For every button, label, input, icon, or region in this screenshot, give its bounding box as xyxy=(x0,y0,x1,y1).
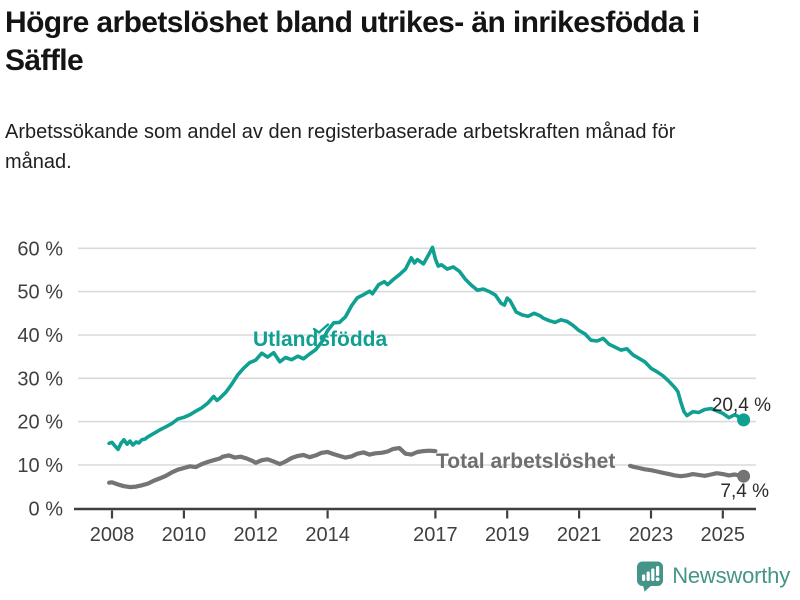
y-axis-label-40: 40 % xyxy=(17,325,63,347)
x-axis-labels: 2008 2010 2012 2014 2017 2019 2021 2023 2025 xyxy=(90,524,745,546)
newsworthy-logo: Newsworthy xyxy=(635,560,790,592)
exclamation-glyph xyxy=(656,566,660,576)
x-axis-label-2008: 2008 xyxy=(90,524,135,546)
chart-subtitle: Arbetssökande som andel av den registerb… xyxy=(5,121,676,173)
x-axis-label-2019: 2019 xyxy=(485,524,530,546)
x-axis-label-2017: 2017 xyxy=(413,524,458,546)
x-axis-label-2021: 2021 xyxy=(557,524,602,546)
series-label-total-arbetsloshet: Total arbetslöshet xyxy=(436,450,615,473)
x-axis-label-2025: 2025 xyxy=(701,524,746,546)
y-axis-label-0: 0 % xyxy=(29,498,64,520)
end-value-utlandsfodda: 20,4 % xyxy=(712,395,771,416)
x-axis-label-2012: 2012 xyxy=(233,524,278,546)
chart-title: Högre arbetslöshet bland utrikes- än inr… xyxy=(5,6,700,78)
series-end-dot-total-arbetsloshet xyxy=(737,469,751,483)
newsworthy-logo-icon xyxy=(637,561,664,592)
series-line-total-arbetsloshet-right xyxy=(627,463,746,479)
series-label-utlandsfodda: Utlandsfödda xyxy=(253,328,387,351)
x-axis-label-2014: 2014 xyxy=(305,524,350,546)
y-axis-label-10: 10 % xyxy=(17,455,63,477)
x-axis-label-2010: 2010 xyxy=(162,524,207,546)
series-line-utlandsfodda xyxy=(107,245,746,452)
brand-name: Newsworthy xyxy=(672,563,790,588)
gridlines xyxy=(78,247,756,466)
bar-chart-glyph xyxy=(642,574,646,581)
y-axis-label-60: 60 % xyxy=(17,238,63,260)
series-line-total-arbetsloshet-left xyxy=(106,446,438,490)
end-value-total-arbetsloshet: 7,4 % xyxy=(720,481,769,502)
x-axis xyxy=(74,507,756,519)
y-axis-label-50: 50 % xyxy=(17,282,63,304)
y-axis-label-30: 30 % xyxy=(17,368,63,390)
y-axis-labels: 0 % 10 % 20 % 30 % 40 % 50 % 60 % xyxy=(17,238,63,520)
series-lines xyxy=(106,245,751,490)
series-label-leader-line xyxy=(312,323,330,334)
x-axis-label-2023: 2023 xyxy=(629,524,674,546)
y-axis-label-20: 20 % xyxy=(17,412,63,434)
series-end-dot-utlandsfodda xyxy=(737,413,751,427)
